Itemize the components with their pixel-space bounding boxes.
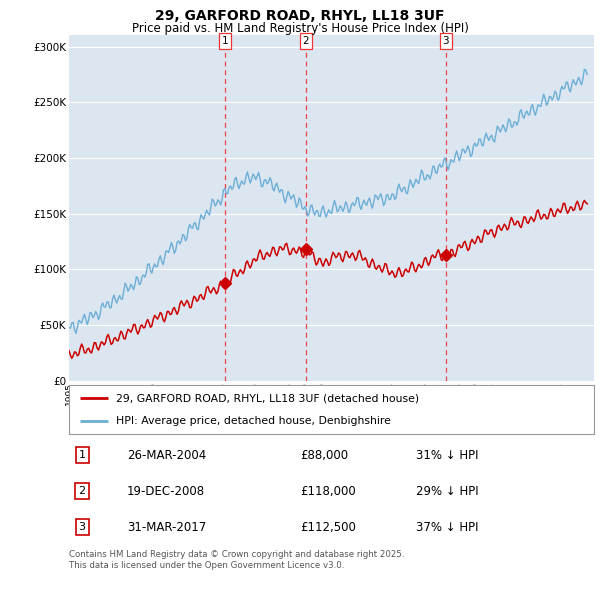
Text: 29% ↓ HPI: 29% ↓ HPI xyxy=(415,484,478,498)
Text: 2: 2 xyxy=(79,486,86,496)
Text: Contains HM Land Registry data © Crown copyright and database right 2025.: Contains HM Land Registry data © Crown c… xyxy=(69,550,404,559)
Text: 3: 3 xyxy=(443,36,449,46)
Text: 29, GARFORD ROAD, RHYL, LL18 3UF: 29, GARFORD ROAD, RHYL, LL18 3UF xyxy=(155,9,445,23)
Text: HPI: Average price, detached house, Denbighshire: HPI: Average price, detached house, Denb… xyxy=(116,415,391,425)
Text: 1: 1 xyxy=(79,450,86,460)
Text: £112,500: £112,500 xyxy=(300,521,356,534)
Text: 37% ↓ HPI: 37% ↓ HPI xyxy=(415,521,478,534)
Text: 3: 3 xyxy=(79,522,86,532)
Text: Price paid vs. HM Land Registry's House Price Index (HPI): Price paid vs. HM Land Registry's House … xyxy=(131,22,469,35)
Text: 31-MAR-2017: 31-MAR-2017 xyxy=(127,521,206,534)
Text: 2: 2 xyxy=(302,36,309,46)
Text: 19-DEC-2008: 19-DEC-2008 xyxy=(127,484,205,498)
Text: £118,000: £118,000 xyxy=(300,484,356,498)
Text: £88,000: £88,000 xyxy=(300,448,348,461)
Text: 26-MAR-2004: 26-MAR-2004 xyxy=(127,448,206,461)
Text: 29, GARFORD ROAD, RHYL, LL18 3UF (detached house): 29, GARFORD ROAD, RHYL, LL18 3UF (detach… xyxy=(116,394,419,404)
Text: 31% ↓ HPI: 31% ↓ HPI xyxy=(415,448,478,461)
Text: 1: 1 xyxy=(222,36,229,46)
Text: This data is licensed under the Open Government Licence v3.0.: This data is licensed under the Open Gov… xyxy=(69,560,344,569)
